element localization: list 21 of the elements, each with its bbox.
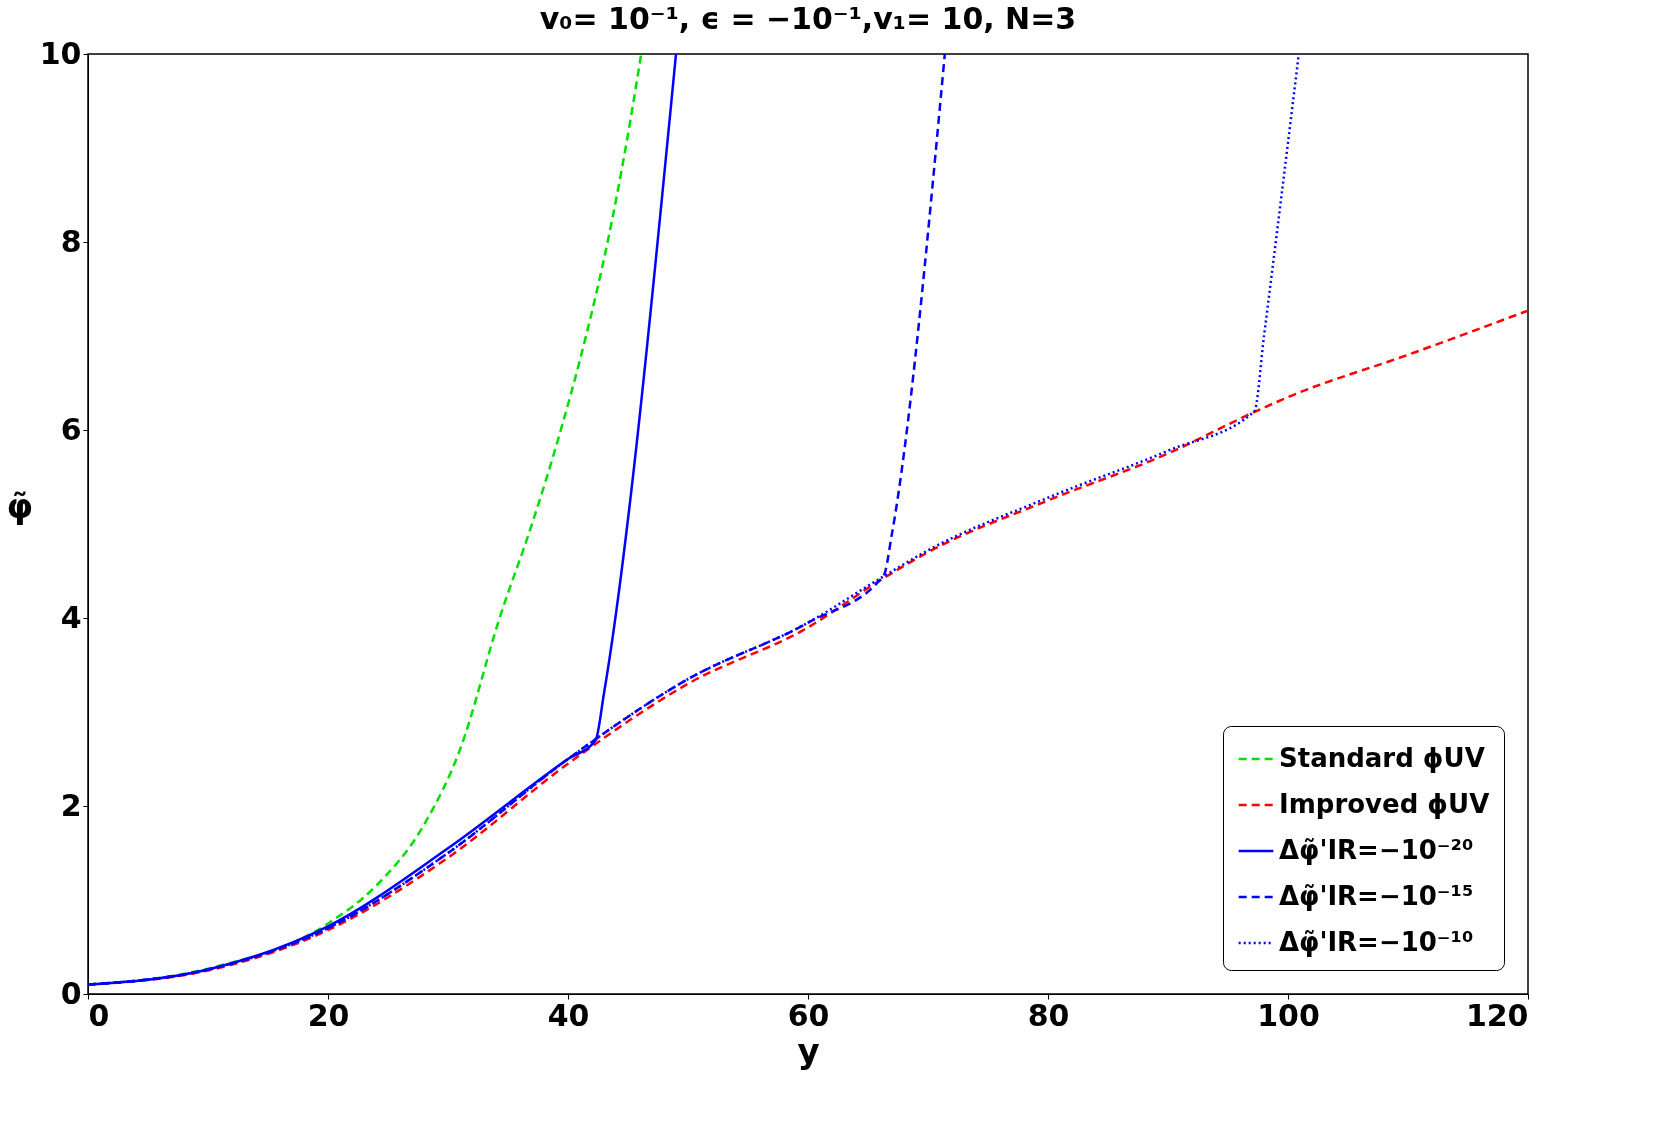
y-tick-label: 6 <box>60 411 82 447</box>
legend-label: Δφ̃'IR=−10⁻¹⁵ <box>1279 881 1474 911</box>
x-axis-title: y <box>797 1030 820 1071</box>
y-tick-label: 4 <box>60 599 82 635</box>
legend-label: Δφ̃'IR=−10⁻¹⁰ <box>1279 927 1474 957</box>
legend-label: Improved ϕUV <box>1279 789 1490 819</box>
x-tick-label: 120 <box>1465 997 1529 1033</box>
legend-label: Δφ̃'IR=−10⁻²⁰ <box>1279 835 1474 865</box>
y-axis-title: φ̃ <box>6 485 34 526</box>
x-tick-label: 80 <box>1027 997 1070 1033</box>
chart-title: v₀= 10⁻¹, ϵ = −10⁻¹,v₁= 10, N=3 <box>539 1 1077 36</box>
legend-label: Standard ϕUV <box>1279 743 1485 773</box>
x-tick-label: 60 <box>787 997 830 1033</box>
x-tick-label: 0 <box>88 997 110 1033</box>
y-tick-label: 8 <box>60 223 82 259</box>
x-tick-label: 40 <box>547 997 590 1033</box>
x-tick-label: 20 <box>307 997 350 1033</box>
y-tick-label: 10 <box>39 35 82 71</box>
x-tick-label: 100 <box>1257 997 1320 1033</box>
y-tick-label: 2 <box>60 787 82 823</box>
y-tick-label: 0 <box>60 975 82 1011</box>
